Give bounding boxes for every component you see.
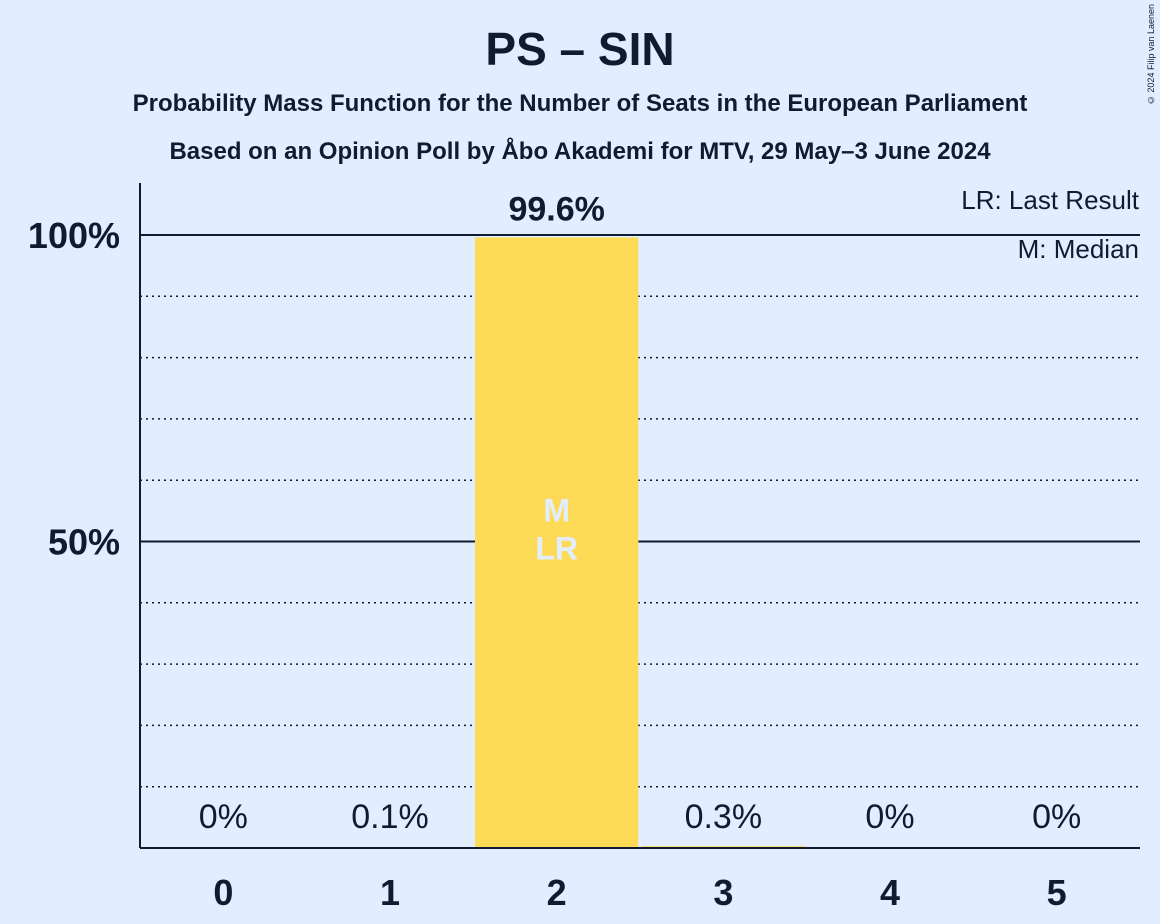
data-label: 0% — [865, 798, 914, 836]
last-result-marker: LR — [535, 531, 578, 567]
y-tick-label: 100% — [28, 215, 120, 256]
x-tick-label: 0 — [213, 872, 233, 913]
data-label: 0% — [1032, 798, 1081, 836]
x-tick-label: 1 — [380, 872, 400, 913]
x-tick-label: 5 — [1047, 872, 1067, 913]
bar-seats-2 — [475, 237, 639, 848]
data-label: 0.1% — [351, 798, 429, 836]
data-label: 99.6% — [508, 190, 604, 228]
y-tick-label: 50% — [48, 522, 120, 563]
chart-subtitle: Probability Mass Function for the Number… — [132, 90, 1028, 117]
median-marker: M — [543, 493, 570, 529]
x-tick-label: 4 — [880, 872, 900, 913]
chart-source: Based on an Opinion Poll by Åbo Akademi … — [169, 138, 991, 165]
chart-title: PS – SIN — [485, 23, 675, 75]
x-tick-label: 2 — [547, 872, 567, 913]
legend-median: M: Median — [1018, 234, 1139, 264]
legend-last-result: LR: Last Result — [961, 185, 1140, 215]
x-tick-label: 3 — [713, 872, 733, 913]
data-label: 0.3% — [685, 798, 763, 836]
data-label: 0% — [199, 798, 248, 836]
